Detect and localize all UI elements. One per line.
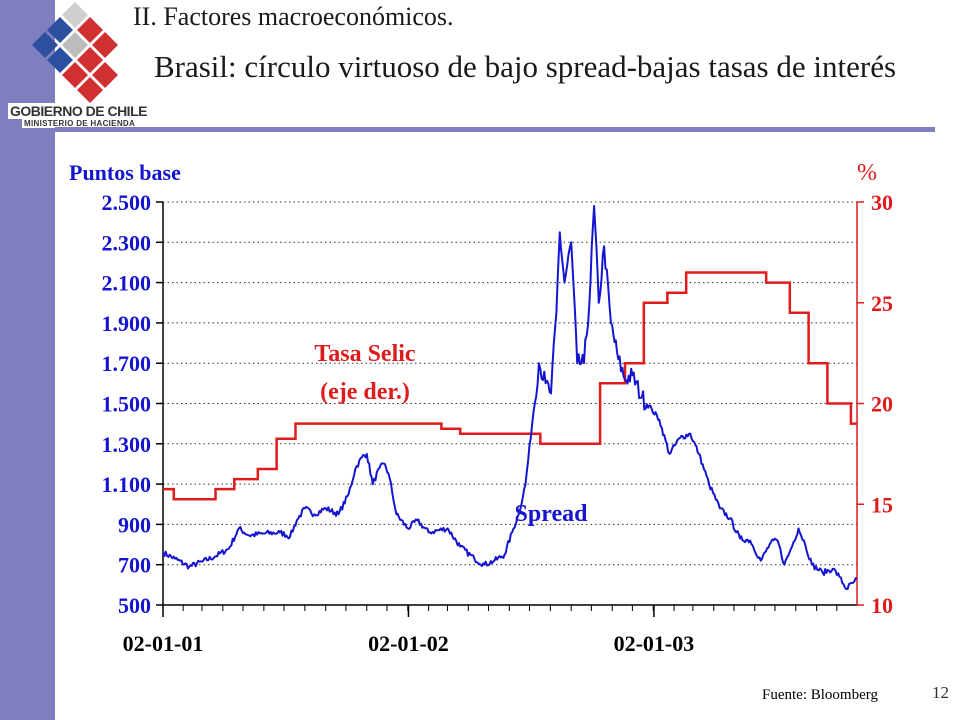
left-tick-label: 700	[118, 553, 151, 578]
header-rule	[55, 127, 935, 132]
left-tick-label: 1.300	[102, 432, 152, 457]
left-tick-label: 2.300	[102, 230, 152, 255]
logo-text-ministerio: MINISTERIO DE HACIENDA	[22, 119, 138, 128]
grid-layer	[163, 201, 857, 566]
spread-annotation: Spread	[515, 501, 589, 527]
right-tick-label: 30	[871, 190, 893, 215]
x-tick-label: 02-01-03	[614, 631, 695, 656]
dual-axis-line-chart: 500 700 900 1.100 1.300 1.500 1.700 1.900 2.100 2…	[69, 160, 894, 656]
left-tick-label: 2.100	[102, 271, 152, 296]
left-tick-label: 900	[118, 512, 151, 537]
page-number: 12	[932, 683, 949, 702]
slide-title: Brasil: círculo virtuoso de bajo spread-…	[153, 49, 897, 84]
source-note: Fuente: Bloomberg	[762, 687, 878, 703]
section-title: II. Factores macroeconómicos.	[133, 2, 454, 31]
left-axis-label: Puntos base	[69, 160, 181, 185]
selic-line	[163, 271, 857, 501]
gobierno-de-chile-logo	[32, 2, 118, 103]
right-tick-label: 20	[871, 392, 893, 417]
logo-text-gobierno: GOBIERNO DE CHILE	[8, 103, 149, 119]
left-tick-label: 500	[118, 593, 151, 618]
right-tick-label: 15	[871, 492, 893, 517]
left-tick-label: 1.700	[102, 351, 152, 376]
left-tick-label: 1.100	[102, 472, 152, 497]
x-tick-label: 02-01-01	[123, 631, 204, 656]
x-tick-label: 02-01-02	[368, 631, 449, 656]
axes-layer: 500 700 900 1.100 1.300 1.500 1.700 1.900 2.100 2…	[102, 190, 894, 656]
right-tick-label: 10	[871, 593, 893, 618]
logo-mosaic-icon	[32, 2, 118, 103]
right-tick-label: 25	[871, 291, 893, 316]
right-axis-label: %	[857, 160, 877, 186]
left-tick-label: 2.500	[102, 190, 152, 215]
selic-annotation: Tasa Selic	[314, 341, 415, 367]
left-tick-label: 1.500	[102, 392, 152, 417]
left-tick-label: 1.900	[102, 311, 152, 336]
selic-annotation-sub: (eje der.)	[320, 379, 410, 405]
series-layer	[162, 205, 858, 591]
spread-line	[162, 205, 858, 591]
